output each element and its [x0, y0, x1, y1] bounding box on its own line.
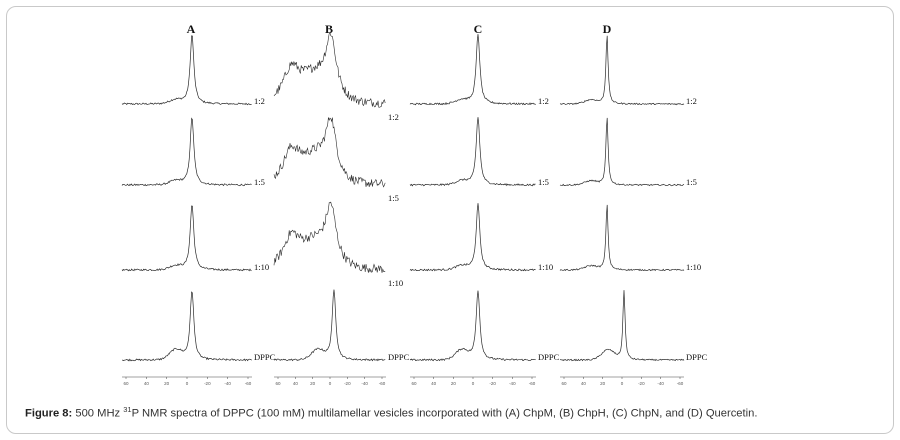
x-tick-label-b: 0 — [329, 381, 332, 386]
ratio-label-b-2: 1:5 — [388, 193, 399, 203]
spectrum-a-row2 — [121, 117, 252, 187]
x-tick-label-a: 60 — [123, 381, 129, 386]
ratio-label-c-4: DPPC — [538, 352, 560, 362]
x-tick-label-b: 40 — [293, 381, 299, 386]
x-tick-label-a: -60 — [245, 381, 252, 386]
spectrum-b-row1 — [273, 32, 386, 108]
ratio-label-c-3: 1:10 — [538, 262, 553, 272]
ratio-label-d-1: 1:2 — [686, 96, 697, 106]
ratio-label-b-3: 1:10 — [388, 278, 403, 288]
x-tick-label-b: -40 — [361, 381, 368, 386]
ratio-label-a-3: 1:10 — [254, 262, 269, 272]
x-tick-label-d: -40 — [657, 381, 664, 386]
x-tick-label-b: 60 — [275, 381, 281, 386]
spectrum-b-dppc — [273, 289, 386, 362]
spectrum-a-row3 — [121, 205, 252, 272]
spectrum-b-row2 — [273, 117, 386, 188]
caption-superscript: 31 — [123, 405, 132, 414]
panel-letter-c: C — [474, 22, 483, 36]
caption-text-2: P NMR spectra of DPPC (100 mM) multilame… — [131, 407, 758, 420]
spectrum-c-row2 — [409, 117, 536, 187]
x-tick-label-d: 60 — [561, 381, 567, 386]
spectrum-a-row1 — [121, 35, 252, 106]
ratio-label-b-1: 1:2 — [388, 112, 399, 122]
x-tick-label-c: 40 — [431, 381, 437, 386]
x-tick-label-a: -20 — [204, 381, 211, 386]
ratio-label-d-4: DPPC — [686, 352, 708, 362]
spectrum-c-row3 — [409, 203, 536, 272]
x-tick-label-b: -60 — [379, 381, 386, 386]
spectrum-c-row1 — [409, 34, 536, 106]
figure-caption: Figure 8: 500 MHz 31P NMR spectra of DPP… — [25, 405, 875, 420]
x-tick-label-c: 20 — [451, 381, 457, 386]
x-tick-label-c: 60 — [411, 381, 417, 386]
ratio-label-d-3: 1:10 — [686, 262, 701, 272]
spectrum-d-row2 — [559, 117, 685, 187]
spectrum-d-dppc — [559, 290, 685, 362]
x-tick-label-a: 0 — [186, 381, 189, 386]
ratio-label-b-4: DPPC — [388, 352, 410, 362]
ratio-label-a-2: 1:5 — [254, 177, 265, 187]
x-tick-label-b: -20 — [344, 381, 351, 386]
panel-letter-a: A — [187, 22, 196, 36]
spectrum-b-row3 — [273, 201, 386, 273]
x-tick-label-b: 20 — [310, 381, 316, 386]
ratio-label-c-2: 1:5 — [538, 177, 549, 187]
figure-frame — [6, 6, 894, 434]
caption-text-1: 500 MHz — [72, 407, 124, 420]
x-tick-label-c: -40 — [509, 381, 516, 386]
ratio-label-a-1: 1:2 — [254, 96, 265, 106]
ratio-label-c-1: 1:2 — [538, 96, 549, 106]
x-tick-label-d: 40 — [581, 381, 587, 386]
ratio-label-d-2: 1:5 — [686, 177, 697, 187]
x-tick-label-c: 0 — [472, 381, 475, 386]
spectrum-d-row1 — [559, 35, 685, 106]
spectrum-a-dppc — [121, 291, 252, 362]
x-tick-label-c: -60 — [529, 381, 536, 386]
panel-letter-b: B — [325, 22, 333, 36]
caption-label: Figure 8: — [25, 407, 73, 420]
x-tick-label-d: 0 — [621, 381, 624, 386]
spectrum-c-dppc — [409, 290, 536, 362]
x-tick-label-a: -40 — [224, 381, 231, 386]
panel-letter-d: D — [603, 22, 612, 36]
x-tick-label-a: 40 — [144, 381, 150, 386]
x-tick-label-d: -60 — [677, 381, 684, 386]
x-tick-label-a: 20 — [164, 381, 170, 386]
ratio-label-a-4: DPPC — [254, 352, 276, 362]
x-tick-label-d: 20 — [600, 381, 606, 386]
x-tick-label-d: -20 — [638, 381, 645, 386]
spectrum-d-row3 — [559, 204, 685, 272]
x-tick-label-c: -20 — [489, 381, 496, 386]
